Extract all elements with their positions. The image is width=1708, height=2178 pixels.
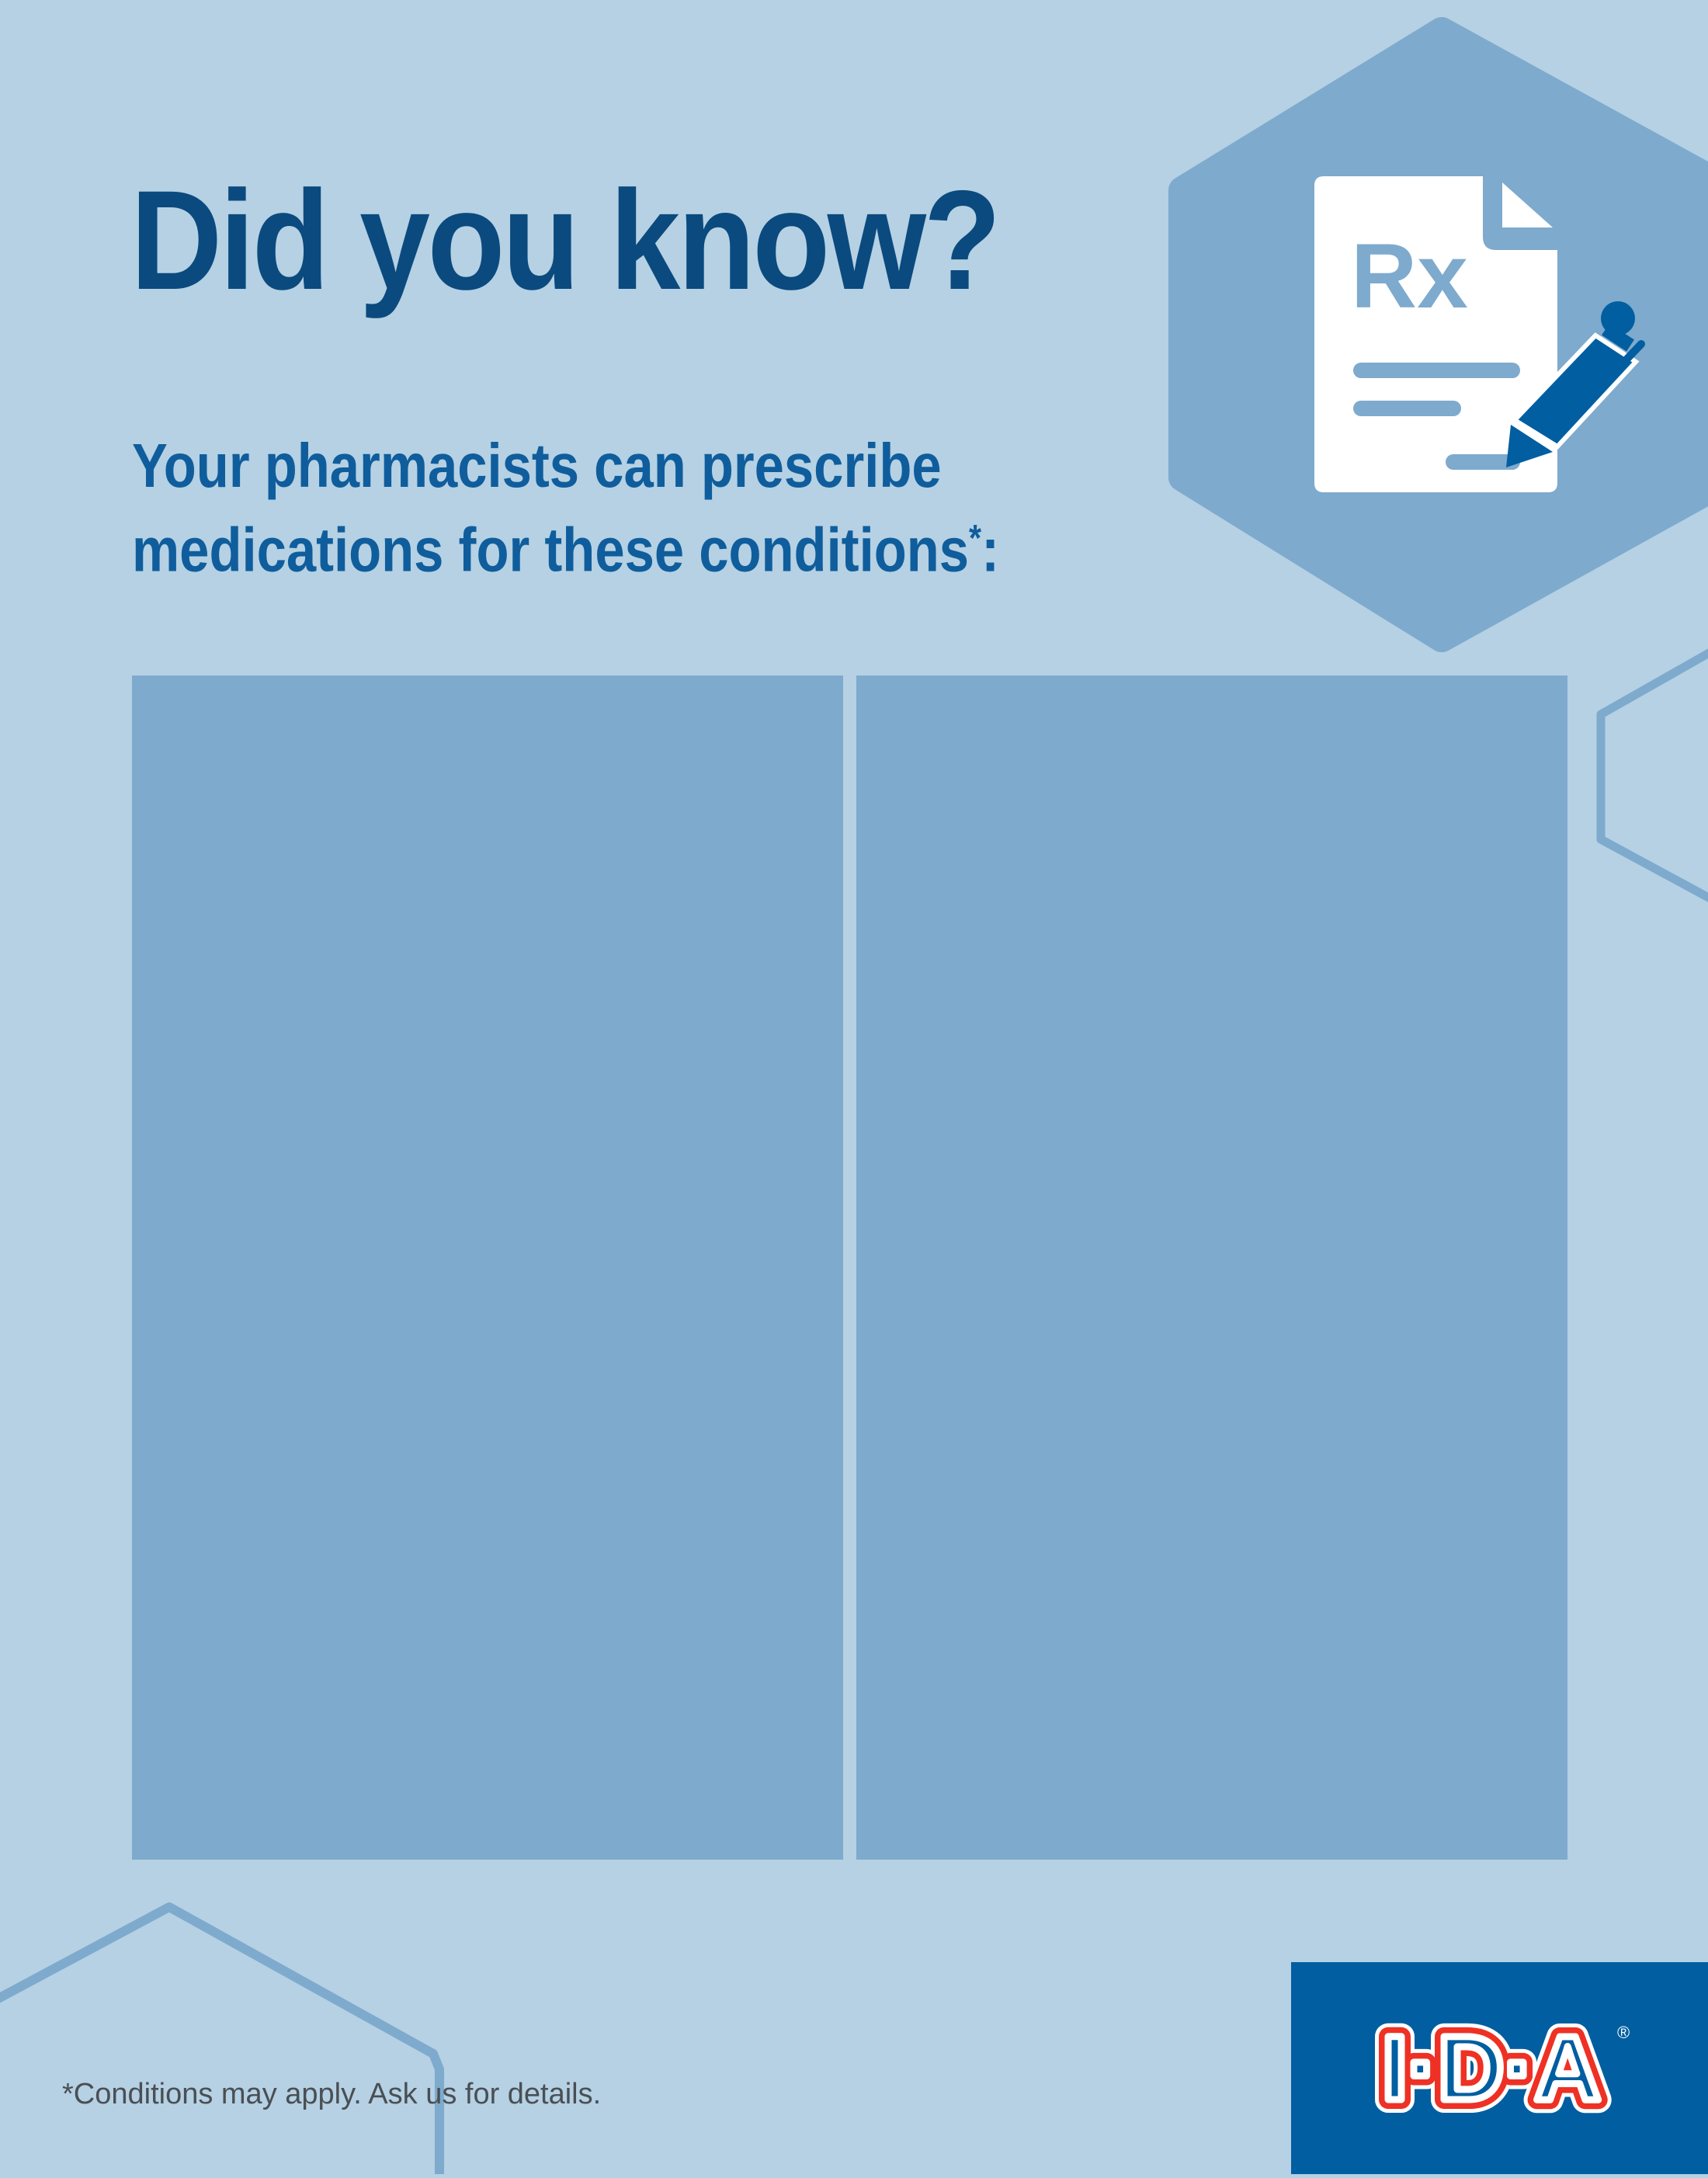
svg-text:I·D·A: I·D·A [1382,2017,1601,2120]
right-panel [856,676,1567,1860]
hexagon-outline-bottom-left [0,1902,444,2174]
subtitle-line-2: medications for these conditions*: [132,502,999,586]
footnote: *Conditions may apply. Ask us for detail… [62,2078,602,2110]
page-title: Did you know? [130,161,1002,319]
svg-text:®: ® [1617,2023,1630,2042]
svg-text:I·D·A: I·D·A [1382,2017,1601,2120]
subtitle-text: medications for these conditions [132,515,970,585]
colon: : [981,515,1000,585]
subtitle-line-1: Your pharmacists can prescribe [132,431,942,500]
pen-icon [1506,301,1645,467]
ida-logo-mark: I·D·A I·D·A I·D·A ® [1369,2004,1630,2133]
asterisk: * [969,518,982,559]
hexagon-outline-right [1596,648,1708,902]
ida-logo: I·D·A I·D·A I·D·A ® [1291,1962,1708,2174]
left-panel [132,676,843,1860]
rx-symbol: Rx [1351,225,1468,328]
prescription-document-icon: Rx [1314,176,1557,492]
page-subtitle: Your pharmacists can prescribe medicatio… [132,429,999,586]
svg-text:I·D·A: I·D·A [1382,2017,1601,2120]
